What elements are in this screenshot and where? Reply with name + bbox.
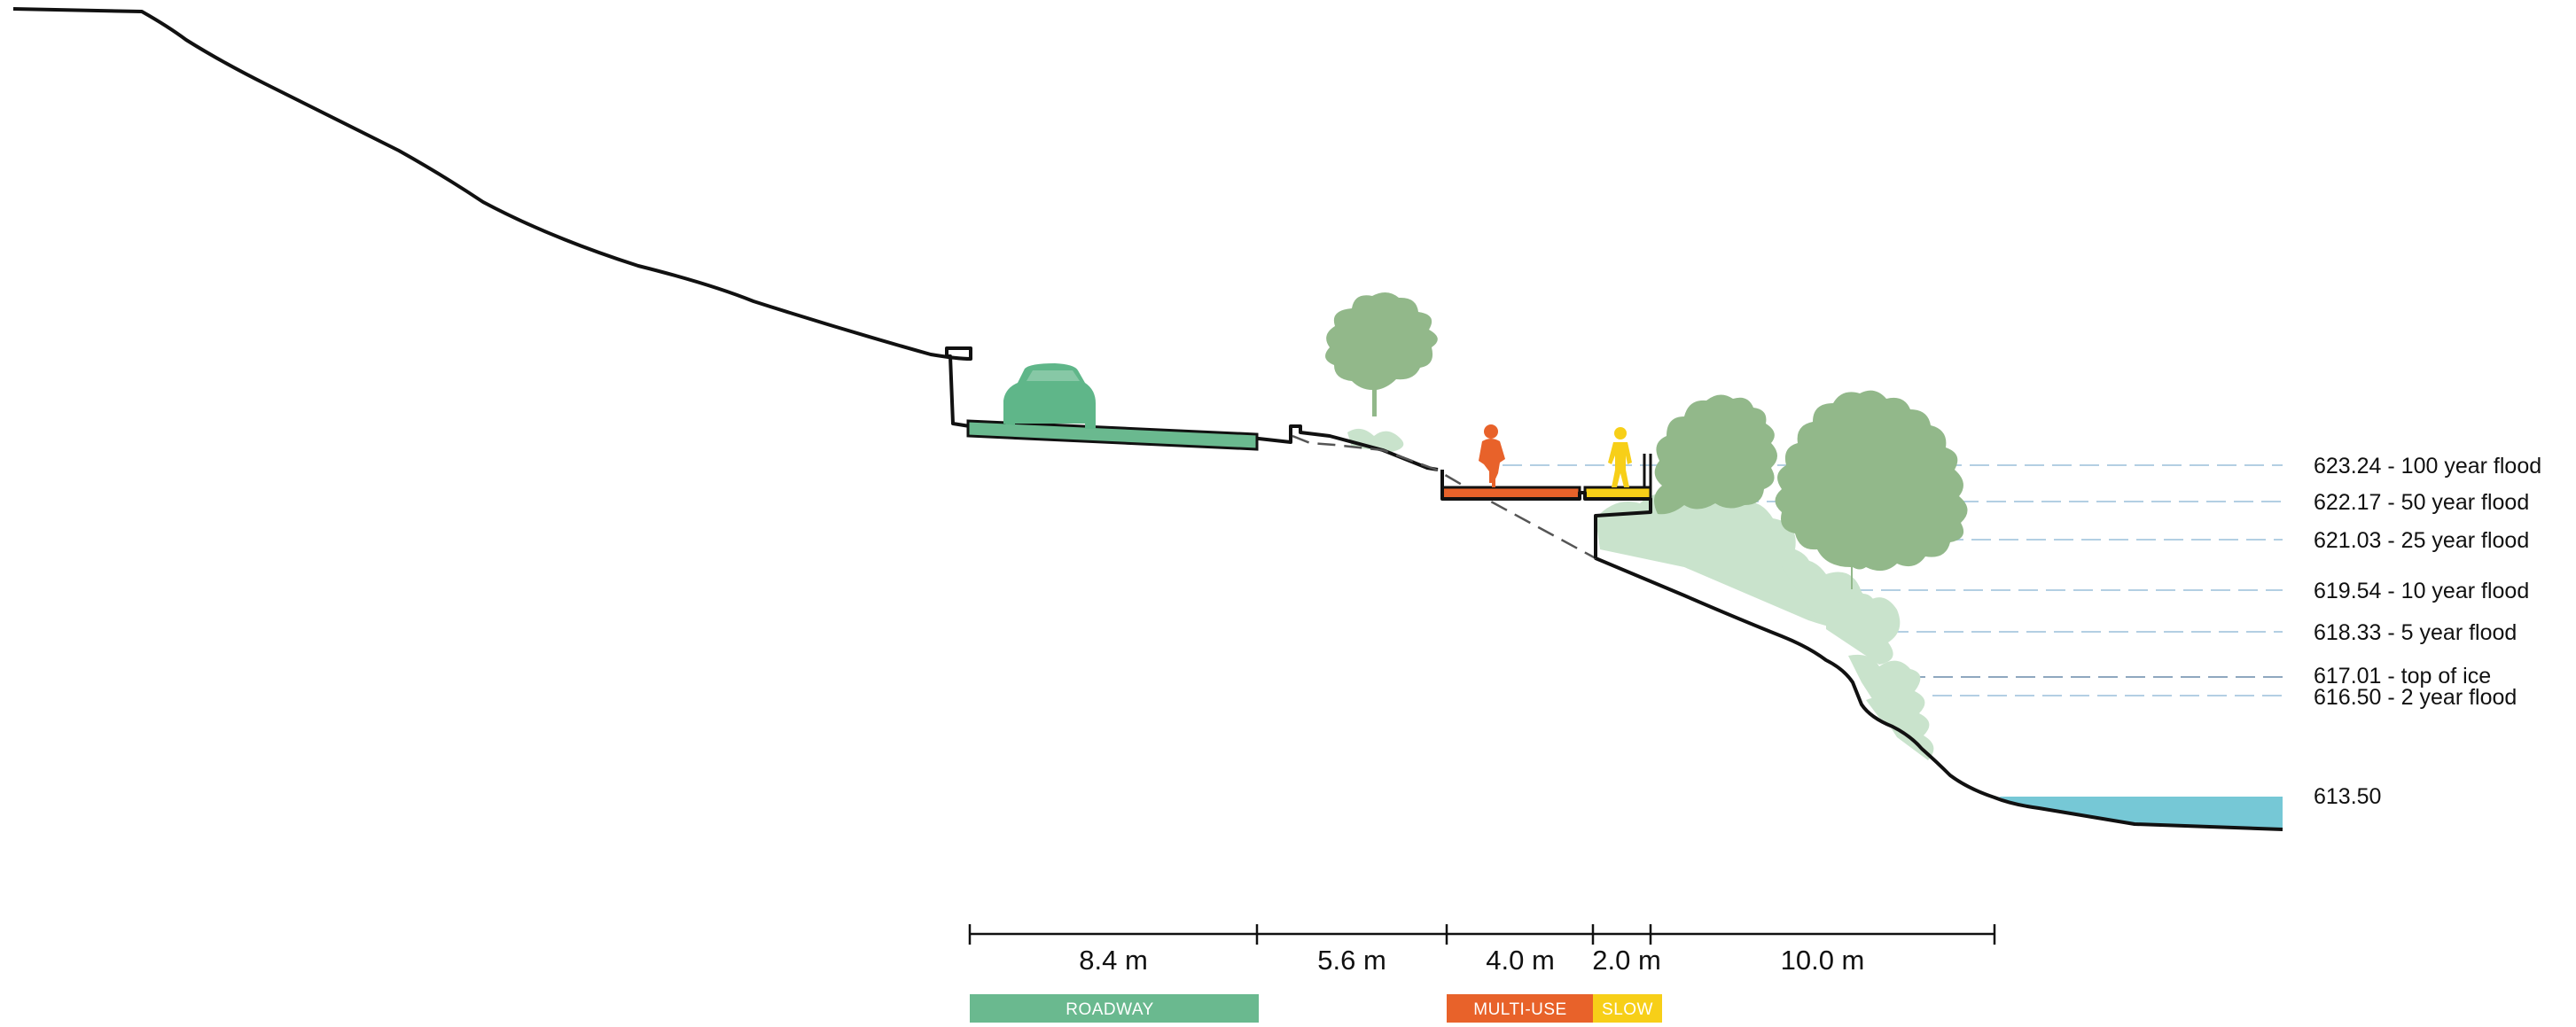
flood-label-5: 618.33 - 5 year flood [2314, 620, 2517, 645]
car-icon [1003, 363, 1096, 429]
small-tree [1325, 292, 1438, 416]
dim-verge: 5.6 m [1317, 945, 1386, 976]
flood-label-25: 621.03 - 25 year flood [2314, 528, 2529, 553]
dim-multi-use: 4.0 m [1486, 945, 1555, 976]
pedestrian-icon [1608, 427, 1632, 487]
river-water [1999, 797, 2283, 829]
flood-label-10: 619.54 - 10 year flood [2314, 579, 2529, 603]
multi-use-bar [1447, 994, 1593, 1023]
dim-bank: 10.0 m [1781, 945, 1865, 976]
lane-legend: ROADWAY MULTI-USE SLOW [970, 994, 1662, 1023]
flood-label-2: 616.50 - 2 year flood [2314, 685, 2517, 710]
slow-label: SLOW [1602, 1000, 1653, 1019]
roadway-label: ROADWAY [1066, 1000, 1154, 1019]
path-structure-outline [1440, 470, 1652, 558]
existing-grade-dashed [1292, 434, 1596, 560]
riverbank-profile [1594, 516, 2283, 831]
railing [1643, 454, 1652, 487]
water-level-label: 613.50 [2314, 784, 2381, 809]
flood-label-50: 622.17 - 50 year flood [2314, 490, 2529, 515]
large-tree [1775, 390, 1968, 589]
flood-labels: 623.24 - 100 year flood 622.17 - 50 year… [2314, 454, 2541, 809]
flood-label-ice: 617.01 - top of ice [2314, 664, 2491, 689]
dim-slow: 2.0 m [1592, 945, 1661, 976]
slow-bar [1593, 994, 1662, 1023]
roadway-slab [966, 419, 1259, 451]
flood-label-100: 623.24 - 100 year flood [2314, 454, 2541, 478]
tree-icon [1325, 292, 1968, 589]
cyclist-icon [1479, 424, 1505, 487]
terrain-profile [12, 7, 1439, 471]
dimension-labels: 8.4 m 5.6 m 4.0 m 2.0 m 10.0 m [1079, 945, 1864, 976]
mid-tree [1654, 394, 1777, 515]
dim-roadway: 8.4 m [1079, 945, 1148, 976]
roadway-bar [970, 994, 1259, 1023]
dimension-line [968, 924, 1996, 945]
multi-use-label: MULTI-USE [1473, 1000, 1566, 1019]
